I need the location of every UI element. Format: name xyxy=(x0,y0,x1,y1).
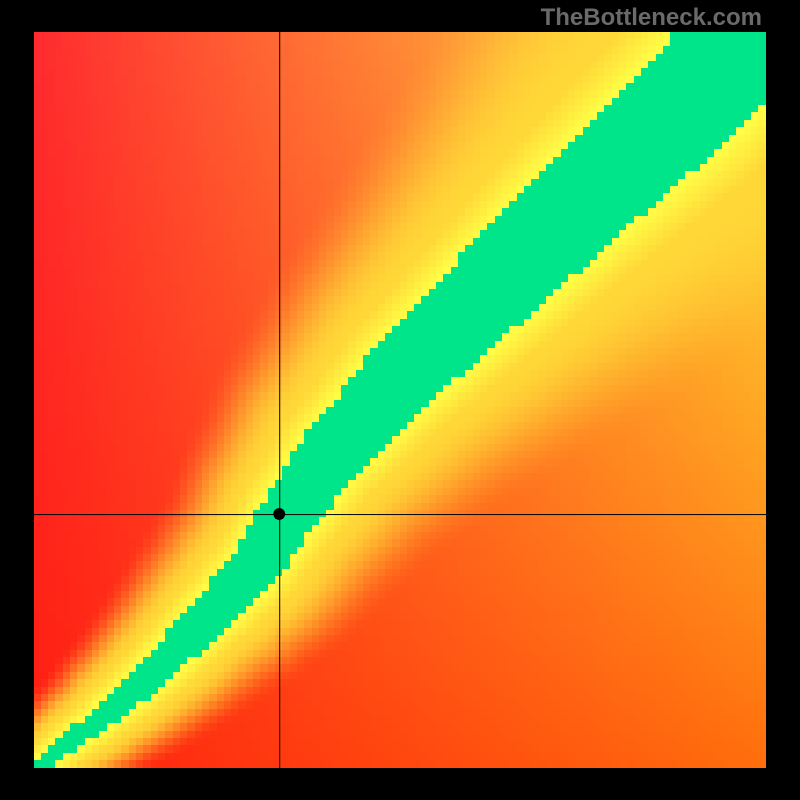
chart-frame: TheBottleneck.com xyxy=(0,0,800,800)
attribution-text: TheBottleneck.com xyxy=(541,4,762,32)
plot-area xyxy=(34,32,766,768)
heatmap-canvas xyxy=(34,32,766,768)
